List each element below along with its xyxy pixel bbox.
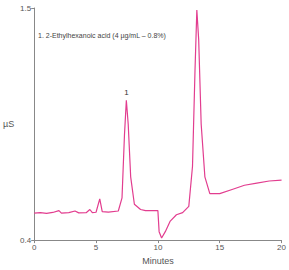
svg-text:0.4: 0.4: [20, 236, 32, 245]
svg-text:1: 1: [124, 88, 129, 97]
svg-text:10: 10: [153, 243, 162, 252]
svg-text:0: 0: [32, 243, 37, 252]
svg-text:15: 15: [215, 243, 224, 252]
svg-text:Minutes: Minutes: [142, 256, 174, 266]
svg-text:20: 20: [277, 243, 286, 252]
svg-text:1.5: 1.5: [20, 4, 32, 13]
svg-text:µS: µS: [3, 119, 14, 129]
svg-text:5: 5: [94, 243, 99, 252]
svg-text:1. 2-Ethylhexanoic acid (4 µg/: 1. 2-Ethylhexanoic acid (4 µg/mL – 0.8%): [38, 32, 166, 40]
